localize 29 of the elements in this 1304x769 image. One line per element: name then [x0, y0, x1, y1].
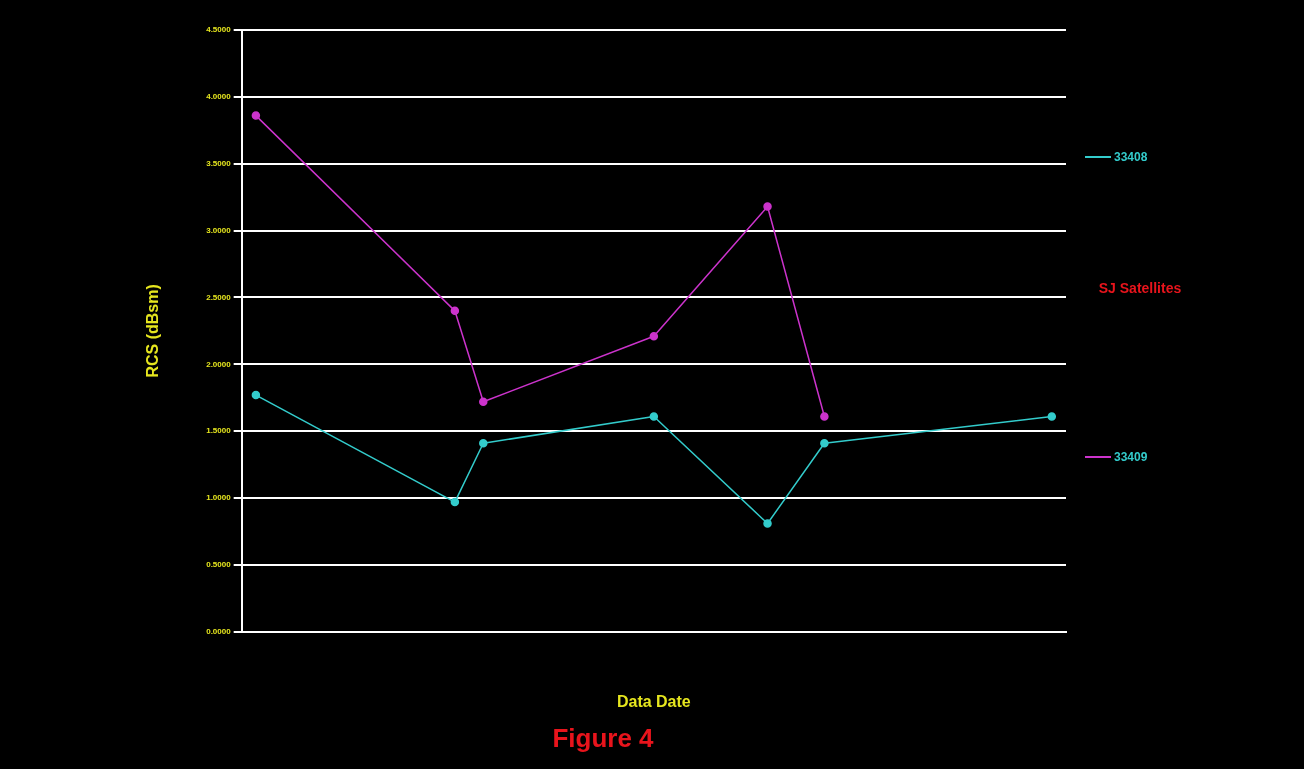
- point: [251, 111, 261, 120]
- y-tick-label: 0.5000: [206, 560, 232, 570]
- y-tick-label: 3.5000: [206, 158, 232, 168]
- point: [649, 332, 659, 341]
- point: [649, 412, 659, 421]
- legend-label: 33408: [1114, 150, 1148, 164]
- point: [763, 519, 772, 528]
- y-tick-label: 1.0000: [206, 493, 232, 503]
- point: [479, 438, 488, 448]
- y-tick-label: 3.0000: [206, 225, 232, 235]
- text: Figure 4: [552, 722, 655, 753]
- point: [763, 202, 772, 211]
- y-tick-label: 2.5000: [206, 292, 232, 302]
- legend-label: 33409: [1114, 450, 1148, 464]
- point: [450, 497, 460, 507]
- point: [820, 412, 829, 421]
- point: [1047, 412, 1057, 421]
- y-axis-title: RCS (dBsm): [144, 284, 162, 378]
- y-tick-label: 2.0000: [206, 359, 232, 369]
- y-tick-label: 4.5000: [206, 25, 232, 35]
- point: [251, 390, 261, 400]
- legend-title: SJ Satellites: [1097, 280, 1183, 296]
- point: [450, 306, 460, 316]
- y-tick-label: 4.0000: [206, 92, 232, 102]
- y-tick-label: 1.5000: [206, 426, 232, 436]
- x-axis-title: Data Date: [616, 692, 691, 710]
- point: [479, 397, 488, 407]
- y-tick-label: 0.0000: [206, 627, 232, 637]
- point: [820, 438, 829, 448]
